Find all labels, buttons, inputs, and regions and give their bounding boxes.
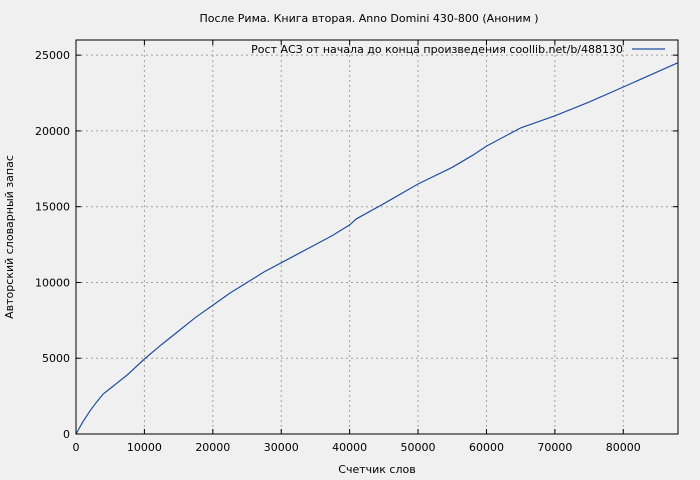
y-tick-label: 10000 — [35, 276, 70, 289]
x-axis-ticks: 0 10000 20000 30000 40000 50000 60000 70000 8000… — [73, 40, 641, 454]
y-axis-title: Авторский словарный запас — [3, 155, 16, 319]
x-axis-title: Счетчик слов — [338, 463, 415, 476]
grid — [76, 40, 678, 434]
x-tick-label: 30000 — [264, 441, 299, 454]
legend: Рост АСЗ от начала до конца произведения… — [251, 43, 665, 56]
y-tick-label: 5000 — [42, 352, 70, 365]
plot-frame — [75, 39, 679, 435]
legend-label: Рост АСЗ от начала до конца произведения… — [251, 43, 623, 56]
x-tick-label: 60000 — [469, 441, 504, 454]
y-tick-label: 20000 — [35, 125, 70, 138]
x-tick-label: 0 — [73, 441, 80, 454]
series-line — [75, 62, 679, 435]
y-tick-label: 15000 — [35, 201, 70, 214]
chart-title: После Рима. Книга вторая. Anno Domini 43… — [199, 12, 538, 25]
y-axis-ticks: 0 5000 10000 15000 20000 25000 — [35, 49, 678, 441]
y-tick-label: 25000 — [35, 49, 70, 62]
x-tick-label: 40000 — [332, 441, 367, 454]
x-tick-label: 70000 — [537, 441, 572, 454]
x-tick-label: 80000 — [606, 441, 641, 454]
x-tick-label: 10000 — [127, 441, 162, 454]
series-layer — [75, 62, 679, 435]
x-tick-label: 50000 — [401, 441, 436, 454]
x-tick-label: 20000 — [195, 441, 230, 454]
y-tick-label: 0 — [63, 428, 70, 441]
